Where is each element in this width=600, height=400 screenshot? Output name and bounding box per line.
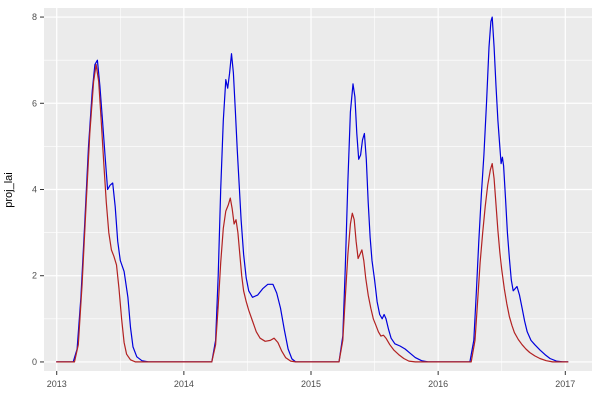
series-layer bbox=[56, 16, 569, 363]
axis-layer: 2013 2014 2015 2016 2017 0 2 4 6 8 bbox=[32, 12, 575, 389]
x-tick-label: 2014 bbox=[174, 379, 194, 389]
y-tick-label: 0 bbox=[32, 357, 37, 367]
x-tick-label: 2017 bbox=[555, 379, 575, 389]
y-axis-title: proj_lai bbox=[3, 172, 15, 207]
series-line-red bbox=[56, 63, 569, 363]
y-tick-label: 4 bbox=[32, 185, 37, 195]
x-tick-label: 2015 bbox=[301, 379, 321, 389]
y-tick-label: 8 bbox=[32, 12, 37, 22]
x-tick-label: 2013 bbox=[47, 379, 67, 389]
x-tick-label: 2016 bbox=[428, 379, 448, 389]
y-tick-label: 2 bbox=[32, 271, 37, 281]
series-line-blue bbox=[56, 16, 569, 363]
y-tick-label: 6 bbox=[32, 98, 37, 108]
